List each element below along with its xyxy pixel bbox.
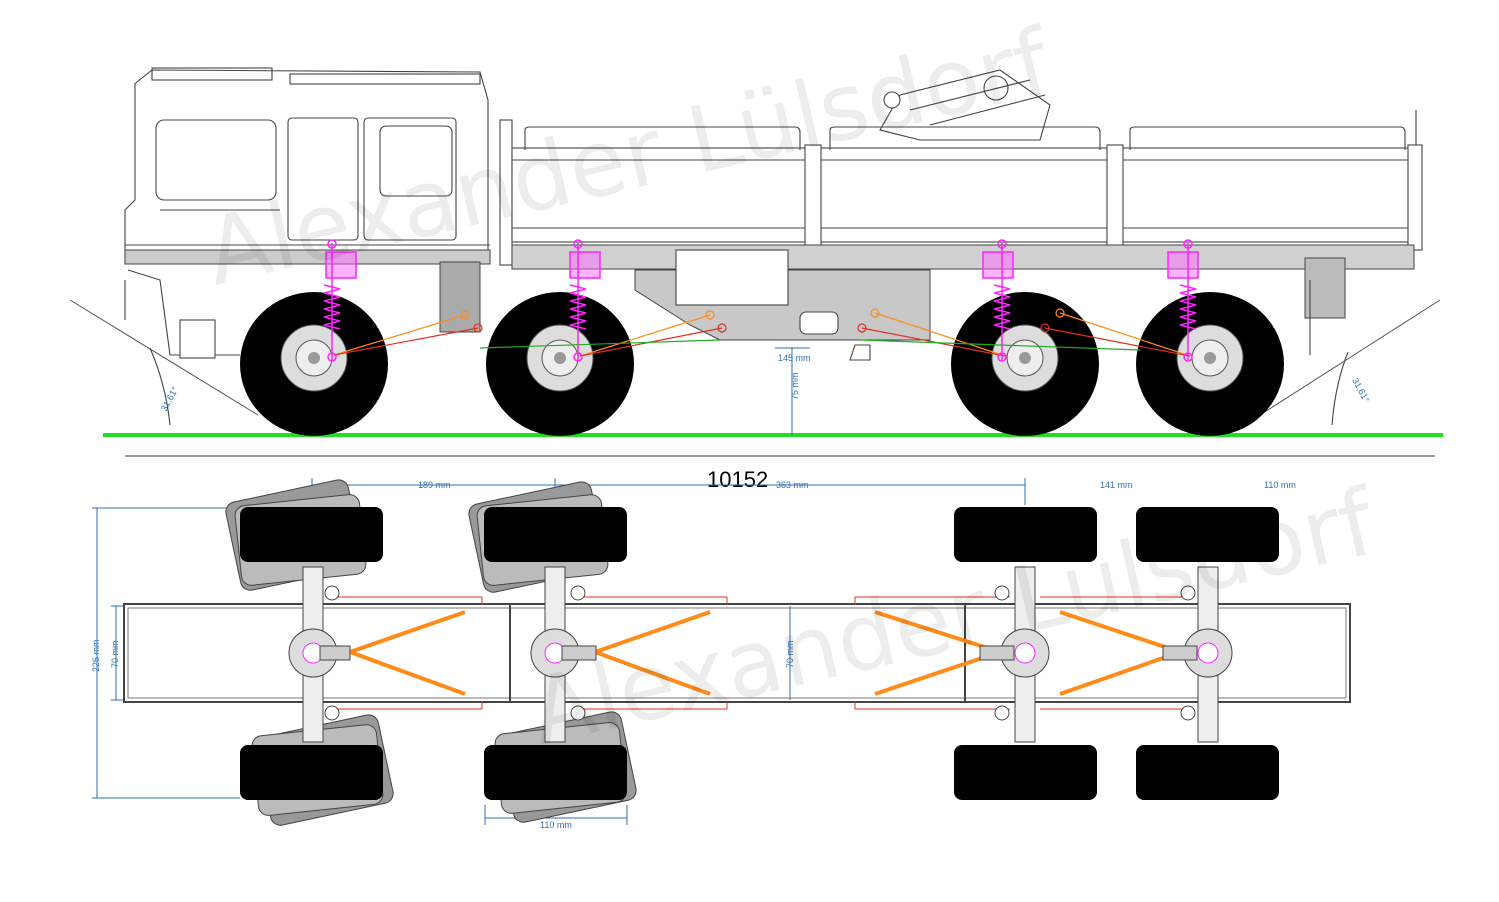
suspension-links	[333, 308, 1191, 357]
ground-clearance-label: 75 mm	[790, 372, 800, 400]
tire-axle2-left	[484, 507, 627, 562]
ground-clearance-dimension	[775, 347, 810, 435]
overall-width-label: 225 mm	[91, 639, 101, 672]
top-tires	[240, 507, 1279, 800]
approach-angle-line	[69, 299, 259, 416]
tire-axle4-right	[1136, 745, 1279, 800]
tire-axle2-right	[484, 745, 627, 800]
axle-1	[288, 566, 351, 743]
chassis-centre	[439, 249, 1346, 361]
axle-assemblies	[288, 566, 1233, 743]
wheel-axle-1	[240, 292, 388, 436]
total-length-label: 10152	[707, 467, 768, 492]
frame-width-center-label: 70 mm	[785, 640, 795, 668]
tire-axle3-right	[954, 745, 1097, 800]
loading-crane	[879, 69, 1051, 141]
departure-angle-line	[1259, 299, 1441, 416]
tire-width-label: 110 mm	[540, 820, 572, 830]
cargo-bed	[511, 110, 1423, 270]
shock-axle-2	[569, 239, 601, 362]
watermark-bottom: Alexander Lülsdorf	[521, 468, 1387, 767]
shock-absorbers	[323, 239, 1199, 362]
wheel-axle-4	[1136, 292, 1284, 436]
axle-spacing-2-label: 363 mm	[776, 480, 809, 490]
axle-4	[1162, 566, 1233, 743]
truck-cab	[124, 67, 513, 359]
shock-axle-3	[982, 239, 1014, 362]
side-view: 31,61° 31,61°	[69, 8, 1443, 437]
axle-3	[979, 566, 1050, 743]
underbody-clearance-label: 145 mm	[778, 353, 811, 363]
axle-spacing-4-label: 110 mm	[1264, 480, 1296, 490]
approach-angle-label: 31,61°	[159, 385, 180, 413]
tire-axle1-left	[240, 507, 383, 562]
axle-2	[530, 566, 597, 743]
frame-width-left-label: 70 mm	[110, 640, 120, 668]
tire-axle1-right	[240, 745, 383, 800]
ladder-frame	[123, 603, 1351, 703]
wheel-axle-3	[951, 292, 1099, 436]
axle-spacing-1-label: 189 mm	[418, 480, 451, 490]
axle-spacing-3-label: 141 mm	[1100, 480, 1133, 490]
width-dimensions	[92, 507, 791, 825]
shock-axle-4	[1167, 239, 1199, 362]
tire-axle4-left	[1136, 507, 1279, 562]
departure-angle-label: 31,61°	[1350, 376, 1371, 404]
shock-axle-1	[323, 239, 357, 362]
top-view: 10152 189 mm 363 mm 141 mm 110 mm 225 mm	[91, 467, 1386, 830]
lower-link-bars	[330, 596, 1190, 710]
tire-axle3-left	[954, 507, 1097, 562]
wheel-axle-2	[486, 292, 634, 436]
